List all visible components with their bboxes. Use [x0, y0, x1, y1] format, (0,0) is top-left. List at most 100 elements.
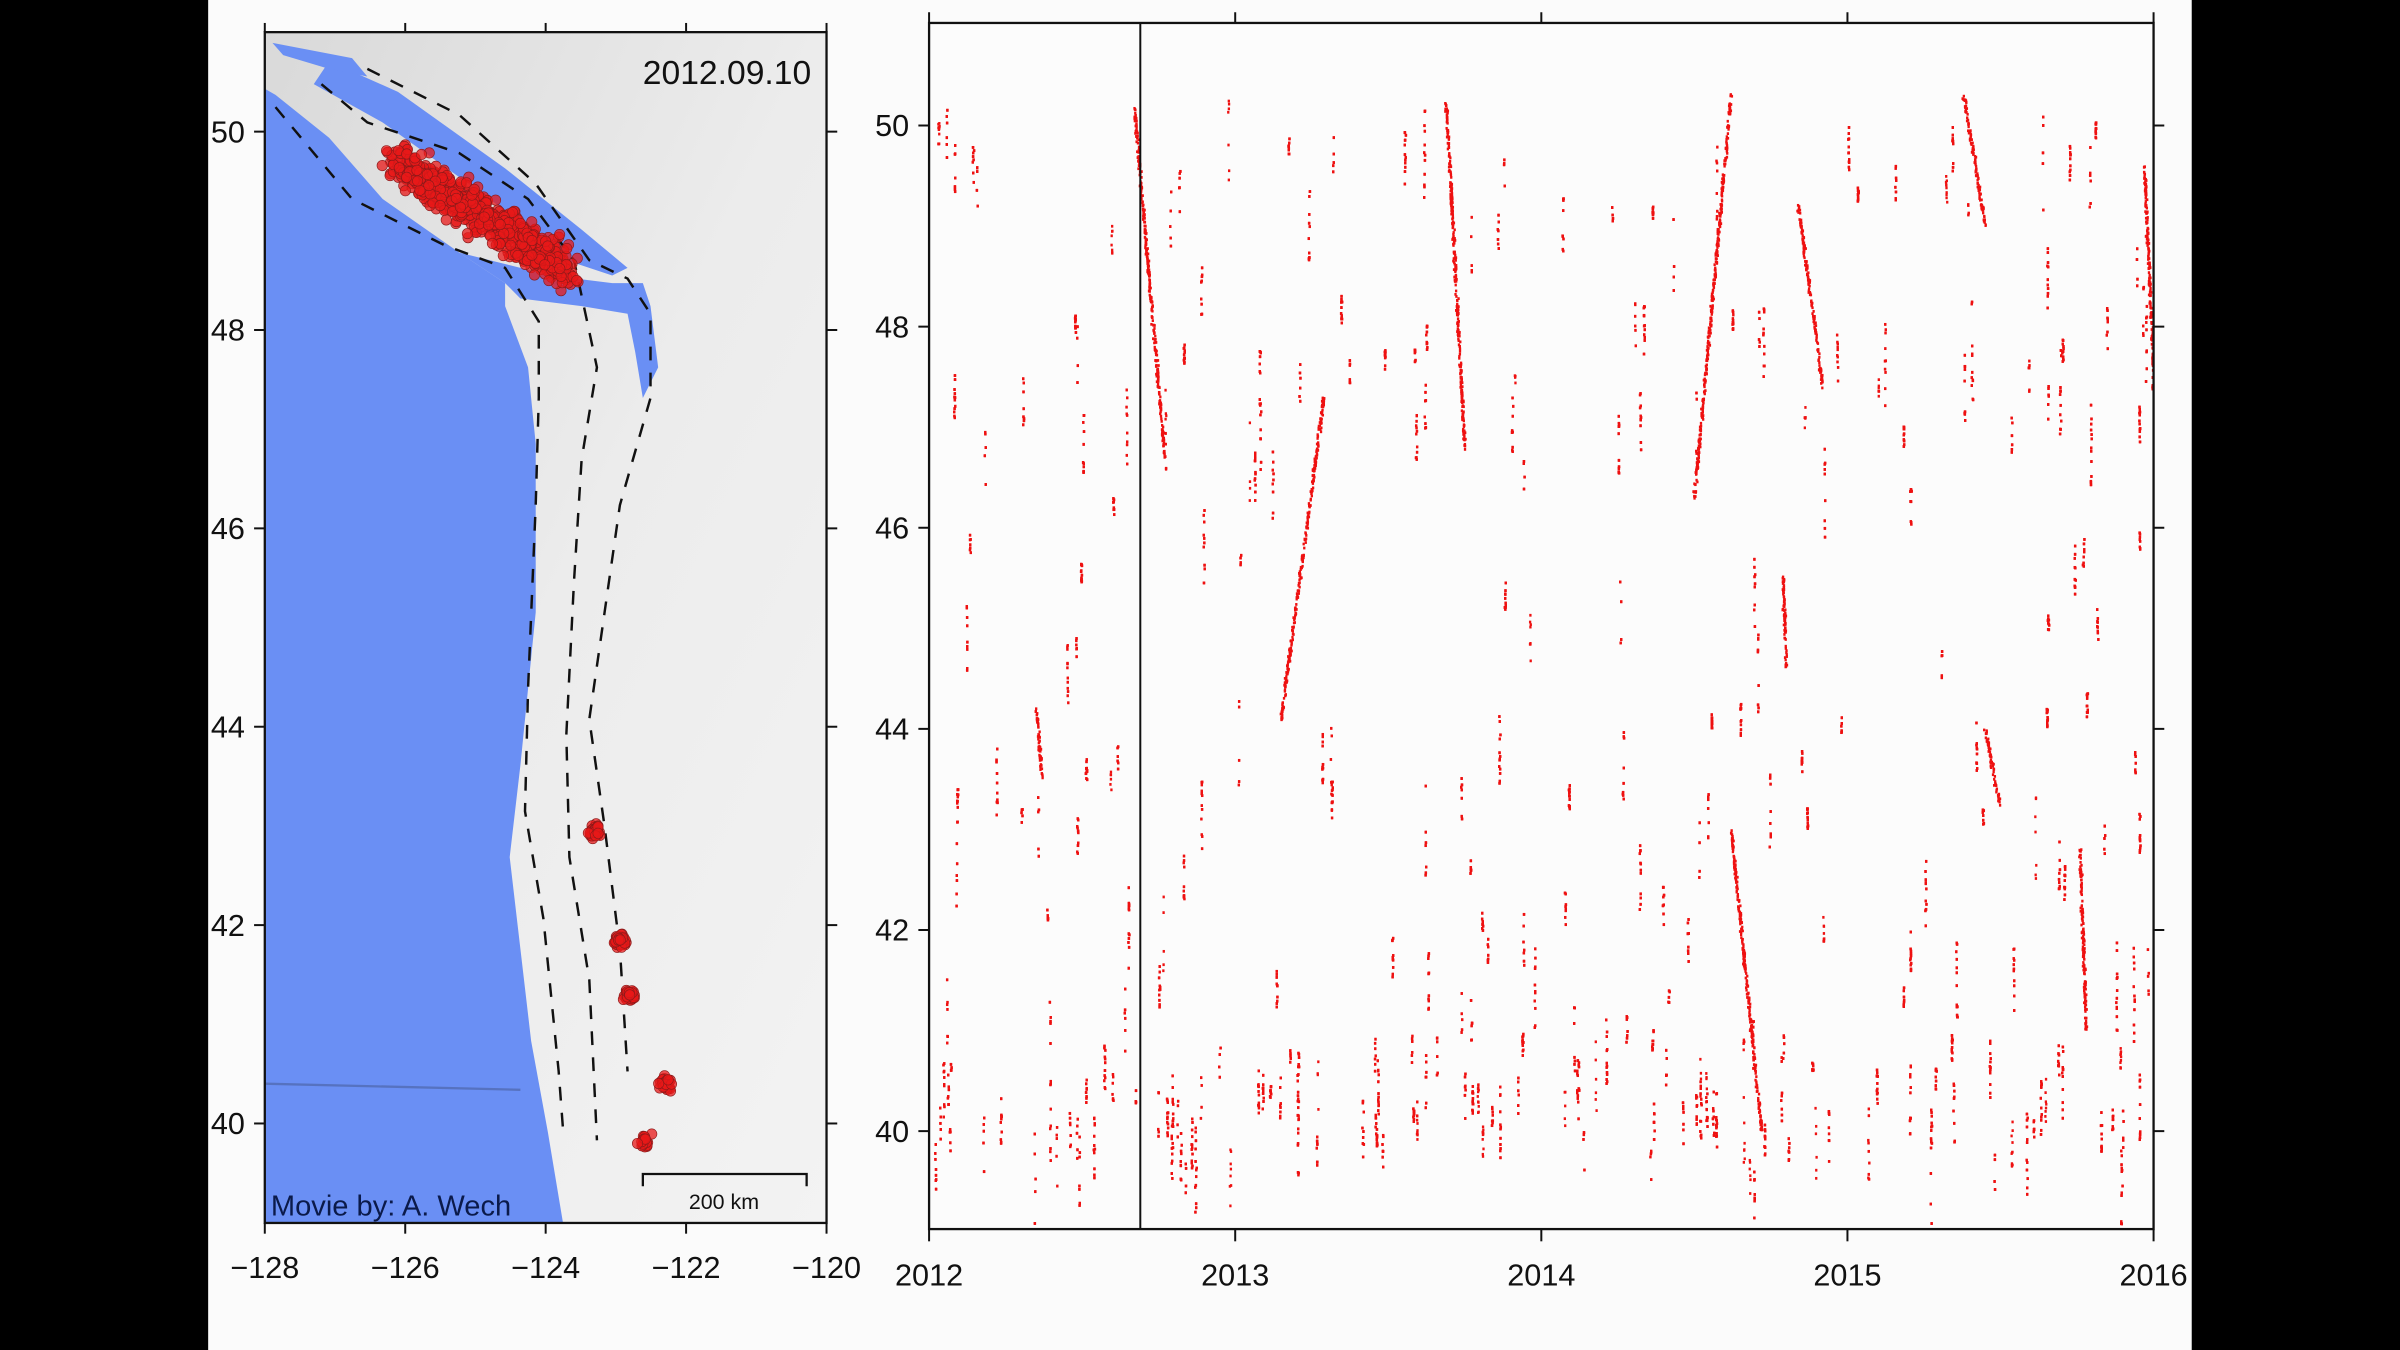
tremor-point: [1742, 1096, 1745, 1099]
map-tremor-point: [421, 168, 433, 181]
tremor-point: [2119, 1047, 2122, 1050]
tremor-point: [1564, 1104, 1567, 1108]
map-tremor-point: [399, 185, 411, 197]
tremor-point: [938, 126, 941, 130]
tremor-point: [1111, 224, 1114, 228]
tremor-point: [1815, 1124, 1818, 1128]
tremor-point: [2034, 815, 2037, 819]
tremor-point: [1227, 110, 1230, 114]
tremor-point: [1944, 180, 1948, 184]
tremor-point: [1476, 1095, 1479, 1098]
map-tremor-point: [460, 177, 472, 189]
tremor-point: [1705, 1087, 1708, 1091]
tremor-point: [1946, 200, 1949, 204]
tremor-point: [1164, 412, 1168, 415]
map-x-tick-label: −120: [792, 1251, 861, 1285]
map-y-tick-label: 48: [211, 314, 245, 348]
tremor-point: [1415, 1132, 1419, 1136]
map-tremor-points: [376, 139, 678, 1153]
tremor-point: [2119, 1052, 2122, 1056]
map-date-label: 2012.09.10: [643, 55, 811, 92]
tremor-point: [1513, 374, 1517, 378]
tremor-point: [1227, 169, 1231, 173]
tremor-point: [1705, 1077, 1708, 1081]
tremor-point: [1229, 1162, 1232, 1166]
plot-area: [929, 22, 2154, 1230]
tremor-point: [1822, 932, 1826, 935]
map-tremor-point: [543, 275, 555, 287]
tremor-point: [1164, 442, 1167, 446]
tremor-point: [1477, 1100, 1480, 1104]
tremor-point: [1481, 1137, 1484, 1141]
tremor-point: [1804, 416, 1807, 419]
tremor-point: [1749, 1178, 1752, 1182]
inlet: [272, 42, 368, 77]
tremor-point: [1699, 1077, 1703, 1081]
tremor-point: [1529, 659, 1532, 663]
strait-juan-de-fuca: [459, 252, 659, 398]
tremor-point: [1248, 499, 1251, 502]
map-credit: Movie by: A. Wech: [271, 1190, 511, 1222]
tremor-point: [1749, 1192, 1752, 1195]
tremor-point: [1564, 1090, 1567, 1094]
tremor-point: [1945, 191, 1948, 194]
tremor-point: [1476, 1090, 1480, 1094]
tremor-point: [2044, 1100, 2048, 1104]
tremor-point: [1109, 773, 1113, 777]
map-tremor-point: [514, 217, 526, 229]
tremor-point: [2011, 1150, 2014, 1154]
tremor-point: [1229, 1150, 1233, 1153]
map-tremor-point: [423, 180, 435, 192]
tremor-point: [1476, 1111, 1480, 1114]
tremor-point: [1748, 1167, 1751, 1171]
tremor-point: [2044, 1115, 2047, 1118]
right-letterbox: [2191, 0, 2400, 1350]
tremor-point: [2045, 1102, 2048, 1106]
map-tremor-point: [468, 183, 480, 195]
tremor-point: [1477, 1105, 1480, 1108]
tremor-point: [1945, 196, 1948, 200]
scale-bar-line: [641, 1172, 808, 1187]
tremor-point: [1529, 642, 1532, 646]
tremor-point: [1481, 1152, 1484, 1156]
tremor-point: [1699, 1095, 1702, 1098]
seafloor-feature: [264, 1082, 521, 1091]
tremor-point: [1228, 1184, 1232, 1188]
tremor-point: [1416, 1122, 1419, 1125]
tremor-point: [1248, 480, 1252, 484]
map-tremor-point: [526, 235, 538, 247]
tremor-point: [1877, 386, 1880, 390]
tremor-point: [1748, 1158, 1751, 1162]
tremor-point: [1743, 1149, 1746, 1152]
tremor-point: [1749, 1174, 1752, 1178]
tremor-point: [1415, 1114, 1419, 1118]
tremor-point: [1229, 1167, 1233, 1171]
tremor-point: [2044, 1106, 2048, 1110]
tremor-point: [2044, 1120, 2048, 1123]
tremor-point: [2044, 1077, 2048, 1081]
scale-bar: 200 km: [641, 1172, 808, 1214]
tremor-point: [1822, 940, 1826, 943]
tremor-point: [1804, 406, 1807, 409]
tremor-point: [1594, 1091, 1598, 1095]
tremor-point: [2119, 1050, 2123, 1054]
tremor-point: [1699, 1071, 1703, 1075]
tremor-point: [1529, 613, 1532, 617]
map-tremor-point: [497, 250, 509, 262]
tremor-point: [2034, 873, 2037, 877]
map-tremor-point: [376, 160, 388, 172]
tremor-point: [1529, 625, 1532, 629]
map-tremor-point: [542, 240, 554, 252]
tremor-point: [1945, 183, 1948, 187]
strait-of-georgia: [313, 61, 628, 276]
map-tremor-point: [486, 237, 498, 249]
tremor-point: [1482, 1147, 1485, 1151]
tremor-point: [1165, 414, 1168, 418]
tremor-point: [1477, 1083, 1480, 1087]
map-tremor-point: [561, 242, 573, 254]
map-tremor-point: [494, 219, 506, 231]
tremor-point: [1162, 949, 1165, 953]
tremor-point: [1109, 770, 1113, 774]
map-x-tick-label: −122: [652, 1251, 721, 1285]
